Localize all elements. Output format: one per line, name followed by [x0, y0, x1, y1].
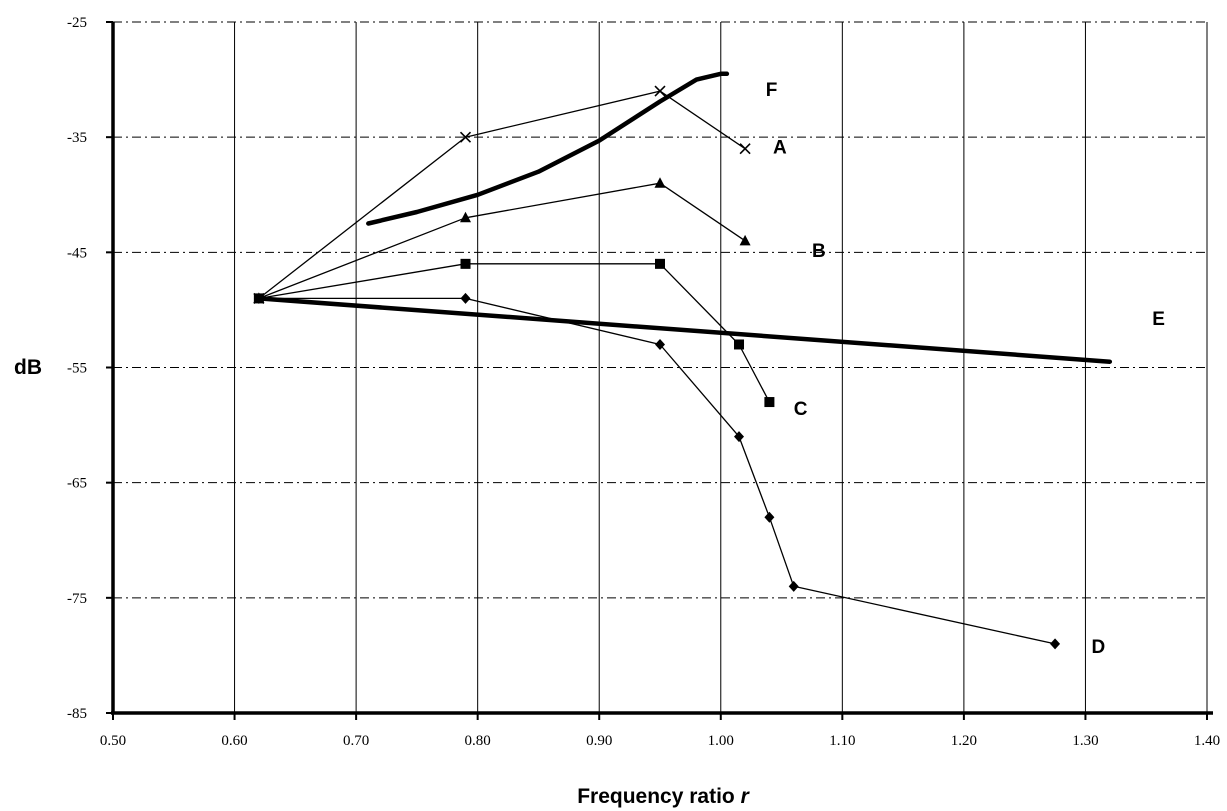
series-label-f: F: [766, 80, 778, 101]
gridlines: [113, 21, 1208, 713]
series-label-c: C: [794, 399, 808, 420]
y-tick-label: -25: [67, 15, 87, 31]
x-axis-label-symbol: r: [741, 785, 751, 808]
series-label-b: B: [812, 241, 826, 262]
x-tick-label: 0.50: [100, 733, 126, 749]
series-line-c: [258, 263, 771, 403]
marker-c: [460, 258, 471, 269]
series-line-e: [256, 296, 1113, 364]
x-tick-label: 0.60: [221, 733, 247, 749]
series-line-f: [366, 71, 730, 226]
series-labels: A B C D E F: [766, 80, 1165, 658]
marker-a: [739, 143, 751, 155]
x-tick-label: 1.20: [951, 733, 977, 749]
marker-d: [1050, 638, 1061, 650]
marker-c: [734, 339, 745, 350]
marker-d: [655, 338, 665, 350]
marker-a: [654, 85, 666, 97]
marker-c: [764, 397, 775, 408]
series-label-e: E: [1152, 309, 1165, 330]
series-line-b: [258, 182, 746, 300]
y-axis-label: dB: [14, 356, 42, 379]
marker-d: [764, 511, 775, 523]
marker-b: [460, 211, 472, 223]
x-axis-label-text: Frequency ratio: [577, 785, 740, 808]
series-label-d: D: [1092, 637, 1106, 658]
series-lines: [256, 71, 1113, 645]
x-tick-label: 1.00: [708, 733, 734, 749]
marker-d: [734, 431, 745, 443]
series-label-a: A: [773, 137, 787, 158]
marker-d: [788, 580, 799, 592]
marker-d: [460, 292, 471, 304]
x-tick-label: 0.70: [343, 733, 369, 749]
axis-ticks: 0.50 0.60 0.70 0.80 0.90 1.00 1.10 1.20 1.30 1.40…: [67, 15, 1220, 749]
marker-a-stroke: [459, 131, 472, 143]
x-tick-label: 0.90: [586, 733, 612, 749]
y-tick-label: -35: [67, 130, 87, 146]
x-axis-label: Frequency ratio r: [577, 785, 750, 808]
marker-b: [654, 177, 666, 188]
y-tick-label: -55: [67, 361, 87, 377]
y-tick-label: -75: [67, 591, 87, 607]
y-tick-label: -45: [67, 245, 87, 261]
x-tick-label: 1.40: [1194, 733, 1220, 749]
marker-a-stroke: [654, 85, 666, 97]
marker-a-stroke: [739, 143, 751, 155]
y-tick-label: -85: [67, 706, 87, 722]
marker-c: [655, 258, 665, 269]
y-tick-label: -65: [67, 476, 87, 492]
series-line-a: [258, 90, 746, 300]
x-tick-label: 1.30: [1072, 733, 1098, 749]
x-tick-label: 1.10: [829, 733, 855, 749]
x-tick-label: 0.80: [465, 733, 491, 749]
marker-b: [739, 234, 751, 246]
marker-a: [459, 131, 472, 143]
series-markers: [253, 85, 1061, 650]
marker-d: [253, 292, 264, 304]
